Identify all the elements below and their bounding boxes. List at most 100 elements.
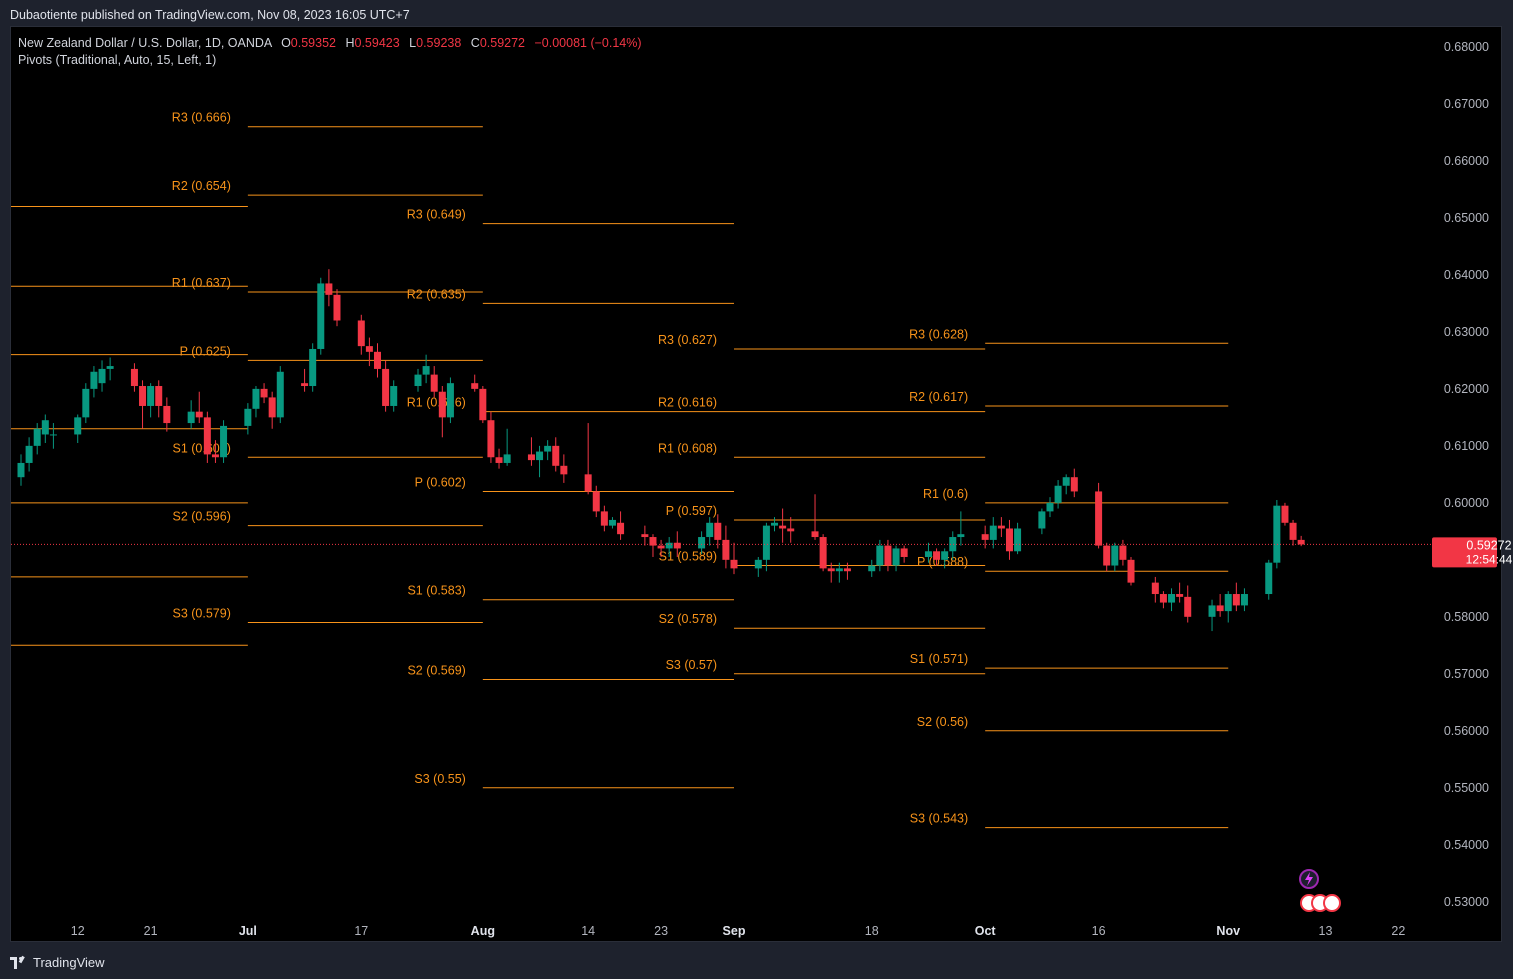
price-tick-label: 0.55000	[1444, 781, 1489, 795]
pivot-label-r2: R2 (0.635)	[407, 287, 466, 301]
candle	[1224, 591, 1232, 623]
candle-body	[552, 445, 560, 466]
candle	[203, 411, 211, 463]
candle-body	[835, 568, 843, 572]
candle-body	[357, 320, 365, 347]
candle-body	[1095, 491, 1103, 546]
pivot-label-r2: R2 (0.654)	[172, 179, 231, 193]
candle-body	[762, 525, 770, 560]
tradingview-brand: TradingView	[33, 955, 105, 970]
candle	[1240, 588, 1248, 612]
candle	[924, 542, 932, 563]
candle	[1216, 594, 1224, 617]
candle	[714, 514, 722, 549]
candle-body	[892, 548, 900, 566]
time-tick-label: 21	[144, 924, 158, 938]
close-key: C	[470, 36, 480, 50]
candle	[584, 423, 592, 495]
candle	[730, 542, 738, 575]
candle-body	[1168, 594, 1176, 603]
candle-body	[1232, 594, 1240, 606]
candle	[819, 534, 827, 572]
pivot-label-r2: R2 (0.616)	[658, 396, 717, 410]
candle-body	[1103, 545, 1111, 566]
candle-body	[82, 388, 90, 418]
time-tick-label: 18	[865, 924, 879, 938]
pivot-label-s1: S1 (0.583)	[407, 584, 465, 598]
us-flag-icon[interactable]	[1323, 894, 1341, 912]
candle-body	[382, 368, 390, 406]
candle-body	[220, 425, 228, 458]
candle	[82, 383, 90, 424]
candle	[139, 380, 147, 429]
candle-body	[1014, 528, 1022, 552]
candle	[503, 428, 511, 466]
candle	[49, 423, 57, 449]
candle	[527, 437, 535, 466]
pivot-label-r2: R2 (0.617)	[909, 390, 968, 404]
price-tag-countdown: 12:54:44	[1466, 552, 1513, 566]
chart-pane[interactable]	[10, 26, 1502, 942]
candle-body	[1127, 559, 1135, 583]
candle	[471, 374, 479, 392]
candle	[374, 343, 381, 378]
candle-body	[560, 465, 568, 475]
candle	[33, 423, 41, 455]
candle-body	[147, 386, 155, 406]
event-markers[interactable]	[1299, 869, 1341, 912]
candle-body	[924, 551, 932, 557]
candle-body	[1240, 594, 1248, 606]
candle	[868, 559, 876, 577]
candle-body	[333, 294, 341, 321]
pivot-label-r3: R3 (0.649)	[407, 208, 466, 222]
candle-body	[827, 568, 835, 572]
candle-body	[730, 559, 738, 569]
candle	[260, 383, 268, 404]
candle	[211, 440, 219, 463]
price-tag	[1432, 537, 1497, 568]
publisher-text: Dubaotiente published on TradingView.com…	[10, 8, 410, 22]
price-tick-label: 0.62000	[1444, 382, 1489, 396]
candle-body	[187, 411, 195, 424]
indicator-legend[interactable]: Pivots (Traditional, Auto, 15, Left, 1)	[18, 53, 216, 67]
candle	[900, 545, 908, 563]
candle	[495, 448, 503, 469]
pivot-label-s1: S1 (0.608)	[172, 441, 230, 455]
candle	[98, 360, 106, 392]
candle-body	[1297, 539, 1305, 545]
price-axis[interactable]: 0.68000 0.67000 0.66000 0.65000 0.64000 0.630…	[1444, 40, 1489, 909]
tradingview-logo[interactable]: TradingView	[10, 955, 105, 970]
candle-body	[608, 519, 616, 526]
candle	[438, 386, 446, 438]
symbol-legend[interactable]: New Zealand Dollar / U.S. Dollar, 1D, OA…	[18, 36, 642, 50]
candle-body	[957, 534, 965, 538]
candle	[722, 525, 730, 569]
change-value: −0.00081 (−0.14%)	[534, 36, 642, 50]
candle-body	[1111, 545, 1119, 566]
candle-body	[155, 386, 163, 406]
candle	[244, 403, 252, 435]
pivot-label-s1: S1 (0.571)	[910, 652, 968, 666]
candle	[147, 383, 155, 418]
candle-body	[1289, 522, 1297, 540]
candle	[357, 314, 365, 355]
candle	[600, 505, 608, 532]
candle	[487, 411, 495, 463]
candle-body	[203, 417, 211, 455]
candle-body	[49, 434, 57, 436]
candle	[544, 440, 552, 461]
candle	[981, 525, 989, 549]
candle	[422, 354, 430, 384]
high-value: 0.59423	[354, 36, 400, 50]
candle-body	[706, 522, 714, 538]
candle	[106, 357, 114, 381]
time-axis[interactable]: 12 21 Jul 17 Aug 14 23 Sep 18 Oct 16 Nov 13 22	[71, 924, 1406, 938]
candle-body	[374, 351, 381, 369]
candle-body	[25, 445, 33, 463]
time-tick-label: Jul	[239, 924, 257, 938]
price-tick-label: 0.65000	[1444, 211, 1489, 225]
candle-body	[657, 545, 665, 549]
candle	[641, 525, 649, 546]
candle-body	[544, 445, 552, 452]
